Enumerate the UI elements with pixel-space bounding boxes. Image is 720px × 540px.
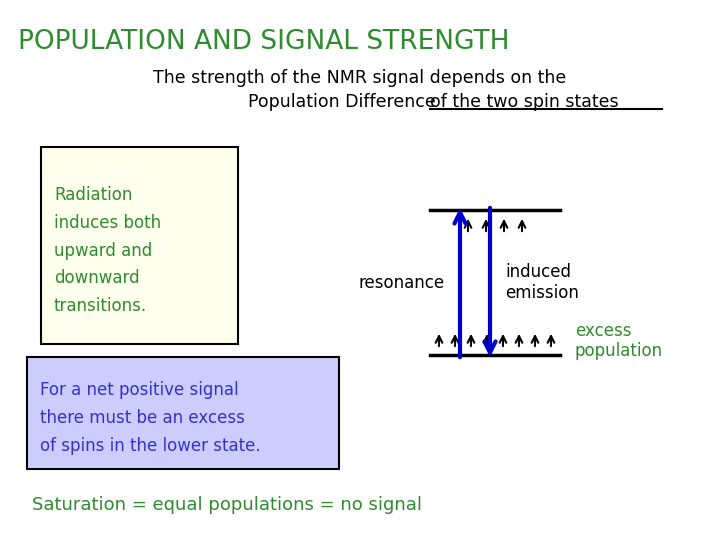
FancyBboxPatch shape — [41, 147, 238, 344]
FancyBboxPatch shape — [27, 357, 339, 469]
Text: For a net positive signal
there must be an excess
of spins in the lower state.: For a net positive signal there must be … — [40, 381, 261, 455]
Text: Saturation = equal populations = no signal: Saturation = equal populations = no sign… — [32, 496, 422, 514]
Text: resonance: resonance — [359, 273, 445, 292]
Text: Population Difference: Population Difference — [248, 93, 446, 111]
Text: of the two spin states: of the two spin states — [430, 93, 618, 111]
Text: Radiation
induces both
upward and
downward
transitions.: Radiation induces both upward and downwa… — [54, 186, 161, 315]
Text: induced
emission: induced emission — [505, 263, 579, 302]
Text: The strength of the NMR signal depends on the: The strength of the NMR signal depends o… — [153, 69, 567, 87]
Text: POPULATION AND SIGNAL STRENGTH: POPULATION AND SIGNAL STRENGTH — [18, 29, 510, 55]
Text: excess
population: excess population — [575, 322, 663, 360]
